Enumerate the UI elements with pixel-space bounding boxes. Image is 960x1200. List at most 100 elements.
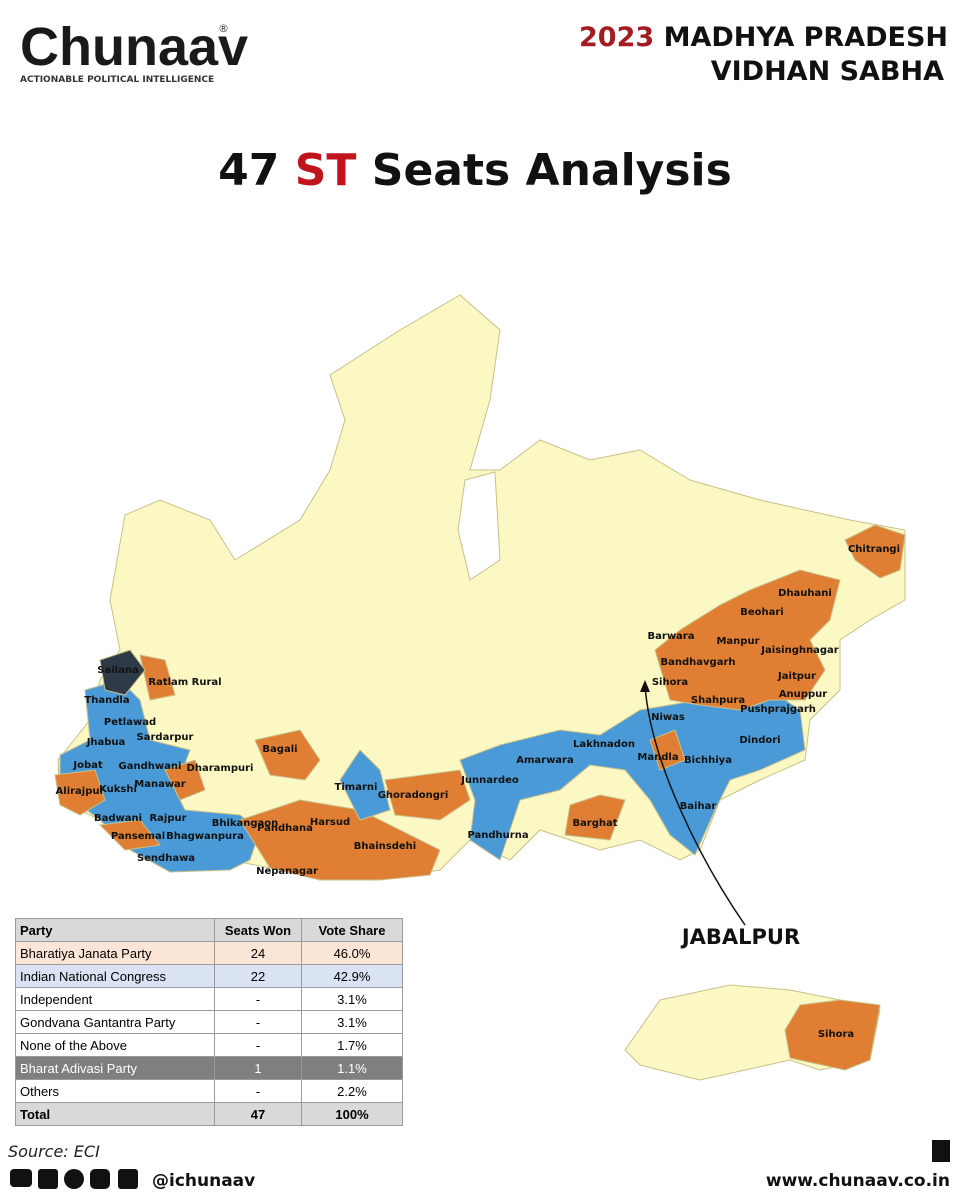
seat-label: Jhabua: [86, 737, 126, 748]
seat-label: Manpur: [716, 636, 759, 647]
table-row: Party Seats Won Vote Share: [15, 918, 403, 942]
title: 47 ST Seats Analysis: [218, 145, 732, 196]
seat-label: Manawar: [134, 779, 186, 790]
inset-arrow: [644, 684, 746, 926]
seat-label: Sailana: [97, 665, 138, 676]
inset-label: Sihora: [818, 1029, 854, 1040]
seat-label: Bhagwanpura: [166, 831, 244, 842]
seat-label: Junnardeo: [460, 775, 519, 786]
seat-label: Mandla: [637, 752, 678, 763]
seat-label: Bandhavgarh: [661, 657, 736, 668]
table-row: Bharat Adivasi Party 1 1.1%: [15, 1056, 403, 1080]
header-line-1: 2023 MADHYA PRADESH: [579, 22, 948, 53]
seat-label: Barwara: [648, 631, 695, 642]
seat-label: Thandla: [84, 695, 129, 706]
table-cell: Seats Won: [214, 918, 302, 942]
table-cell: Independent: [15, 987, 215, 1011]
seat-label: Badwani: [94, 813, 142, 824]
table-cell: Gondvana Gantantra Party: [15, 1010, 215, 1034]
seat-label: Pansemal: [111, 831, 165, 842]
title-rest: Seats Analysis: [372, 145, 732, 196]
title-count: 47: [218, 145, 279, 196]
table-cell: -: [214, 1033, 302, 1057]
tagline: ACTIONABLE POLITICAL INTELLIGENCE: [20, 75, 214, 85]
inset-title: JABALPUR: [680, 925, 800, 949]
table-cell: 1.1%: [301, 1056, 403, 1080]
seat-label: Sendhawa: [137, 853, 195, 864]
title-highlight: ST: [295, 145, 357, 196]
seat-label: Ratlam Rural: [148, 677, 221, 688]
state: MADHYA PRADESH: [664, 22, 948, 53]
seat-label: Amarwara: [516, 755, 574, 766]
table-cell: -: [214, 1010, 302, 1034]
seat-label: Alirajpur: [56, 786, 105, 797]
seat-label: Pandhana: [257, 823, 313, 834]
year: 2023: [579, 22, 654, 53]
map-labels: Sailana Ratlam Rural Thandla Petlawad Sardar…: [56, 544, 900, 877]
table-row: Independent -3.1%: [15, 987, 403, 1011]
seat-label: Rajpur: [149, 813, 186, 824]
seat-label: Beohari: [740, 607, 784, 618]
table-cell: 1.7%: [301, 1033, 403, 1057]
table-row: None of the Above -1.7%: [15, 1033, 403, 1057]
table-cell: 47: [214, 1102, 302, 1126]
seat-label: Barghat: [572, 818, 617, 829]
logo: Chunaav: [20, 17, 248, 77]
bookmark-icon: [932, 1140, 950, 1162]
seat-label: Sardarpur: [137, 732, 194, 743]
seat-label: Baihar: [680, 801, 717, 812]
seat-label: Niwas: [651, 712, 685, 723]
seat-label: Bhikangaon: [212, 818, 279, 829]
arrow-head: [640, 680, 650, 692]
table-cell: Indian National Congress: [15, 964, 215, 988]
seat-label: Bhainsdehi: [354, 841, 416, 852]
table-cell: Others: [15, 1079, 215, 1103]
seat-label: Nepanagar: [256, 866, 318, 877]
logo-mark: ®: [218, 22, 229, 35]
social-icons: [10, 1169, 138, 1189]
table-row: Indian National Congress 22 42.9%: [15, 964, 403, 988]
seat-label: Kukshi: [99, 784, 137, 795]
seat-label: Gandhwani: [119, 761, 182, 772]
seat-label: Dhauhani: [778, 588, 832, 599]
seat-label: Jobat: [72, 760, 102, 771]
table-cell: Bharatiya Janata Party: [15, 941, 215, 965]
seat-label: Sihora: [652, 677, 688, 688]
seat-label: Ghoradongri: [378, 790, 449, 801]
seat-label: Pushprajgarh: [740, 704, 816, 715]
handle: @ichunaav: [152, 1171, 255, 1191]
seat-label: Anuppur: [779, 689, 827, 700]
results-table: Party Seats Won Vote Share Bharatiya Janata…: [15, 918, 403, 1126]
table-row: Total 47 100%: [15, 1102, 403, 1126]
source: Source: ECI: [8, 1142, 100, 1161]
header-line-2: VIDHAN SABHA: [711, 56, 944, 87]
seat-label: Bagali: [262, 744, 297, 755]
seat-label: Jaisinghnagar: [760, 645, 838, 656]
seat-label: Bichhiya: [684, 755, 732, 766]
table-cell: 3.1%: [301, 1010, 403, 1034]
map: [54, 294, 906, 1081]
seat-label: Pandhurna: [467, 830, 528, 841]
table-cell: Bharat Adivasi Party: [15, 1056, 215, 1080]
table-cell: 3.1%: [301, 987, 403, 1011]
seat-label: Harsud: [310, 817, 350, 828]
table-cell: 100%: [301, 1102, 403, 1126]
table-row: Others -2.2%: [15, 1079, 403, 1103]
seat-label: Dharampuri: [187, 763, 254, 774]
table-cell: 42.9%: [301, 964, 403, 988]
seat-label: Jaitpur: [777, 671, 816, 682]
seat-label: Shahpura: [691, 695, 745, 706]
table-cell: -: [214, 1079, 302, 1103]
table-cell: 46.0%: [301, 941, 403, 965]
table-cell: None of the Above: [15, 1033, 215, 1057]
seat-label: Lakhnadon: [573, 739, 635, 750]
table-cell: Party: [15, 918, 215, 942]
table-cell: 24: [214, 941, 302, 965]
seat-label: Dindori: [739, 735, 780, 746]
table-cell: Total: [15, 1102, 215, 1126]
website: www.chunaav.co.in: [766, 1171, 950, 1191]
table-cell: 22: [214, 964, 302, 988]
seat-label: Petlawad: [104, 717, 156, 728]
